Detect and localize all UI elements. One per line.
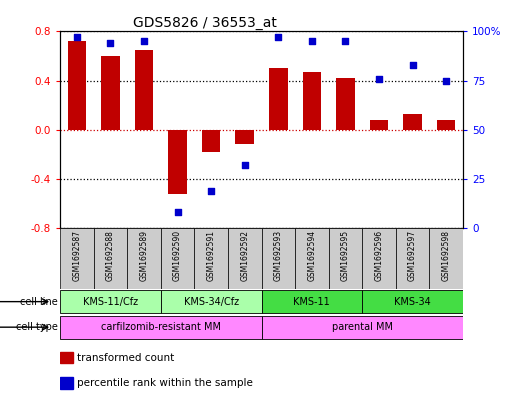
Text: carfilzomib-resistant MM: carfilzomib-resistant MM (101, 322, 221, 332)
Bar (101, 56, 120, 130)
Bar (60, 228, 94, 289)
Text: GSM1692597: GSM1692597 (408, 230, 417, 281)
Bar (127, 228, 161, 289)
Text: percentile rank within the sample: percentile rank within the sample (77, 378, 253, 388)
Text: GDS5826 / 36553_at: GDS5826 / 36553_at (133, 17, 277, 30)
Bar (429, 228, 463, 289)
Text: GSM1692598: GSM1692598 (441, 230, 451, 281)
Point (174, 209, 182, 215)
Text: GSM1692595: GSM1692595 (341, 230, 350, 281)
Bar (135, 50, 153, 130)
Text: KMS-34/Cfz: KMS-34/Cfz (184, 297, 238, 307)
Point (442, 77, 450, 84)
Bar (161, 228, 195, 289)
Bar (60, 352, 73, 363)
Bar (437, 120, 456, 130)
Point (73, 34, 81, 40)
Bar (262, 228, 295, 289)
Point (341, 38, 349, 44)
Bar (60, 377, 73, 389)
Text: transformed count: transformed count (77, 353, 175, 362)
Bar (235, 130, 254, 145)
Text: KMS-11/Cfz: KMS-11/Cfz (83, 297, 138, 307)
Bar (228, 228, 262, 289)
Point (274, 34, 282, 40)
Bar (269, 68, 288, 130)
Text: parental MM: parental MM (332, 322, 393, 332)
Bar (168, 130, 187, 194)
Point (140, 38, 148, 44)
Bar (303, 72, 321, 130)
Bar (328, 228, 362, 289)
Text: cell line: cell line (20, 297, 58, 307)
Bar (262, 316, 463, 339)
Text: GSM1692594: GSM1692594 (308, 230, 316, 281)
Text: KMS-34: KMS-34 (394, 297, 431, 307)
Text: GSM1692590: GSM1692590 (173, 230, 182, 281)
Bar (396, 228, 429, 289)
Point (241, 162, 249, 168)
Point (106, 40, 115, 46)
Bar (403, 114, 422, 130)
Bar (262, 290, 362, 313)
Text: KMS-11: KMS-11 (293, 297, 330, 307)
Bar (94, 228, 127, 289)
Bar (195, 228, 228, 289)
Bar (362, 290, 463, 313)
Text: GSM1692596: GSM1692596 (374, 230, 383, 281)
Text: GSM1692591: GSM1692591 (207, 230, 215, 281)
Bar (370, 120, 388, 130)
Point (308, 38, 316, 44)
Bar (362, 228, 396, 289)
Bar (295, 228, 328, 289)
Point (375, 75, 383, 82)
Text: GSM1692592: GSM1692592 (240, 230, 249, 281)
Bar (67, 41, 86, 130)
Bar (202, 130, 220, 152)
Point (408, 62, 417, 68)
Bar (60, 316, 262, 339)
Text: GSM1692589: GSM1692589 (140, 230, 149, 281)
Text: cell type: cell type (16, 322, 58, 332)
Bar (336, 78, 355, 130)
Bar (60, 290, 161, 313)
Point (207, 187, 215, 194)
Text: GSM1692588: GSM1692588 (106, 230, 115, 281)
Text: GSM1692593: GSM1692593 (274, 230, 283, 281)
Bar (161, 290, 262, 313)
Text: GSM1692587: GSM1692587 (72, 230, 82, 281)
